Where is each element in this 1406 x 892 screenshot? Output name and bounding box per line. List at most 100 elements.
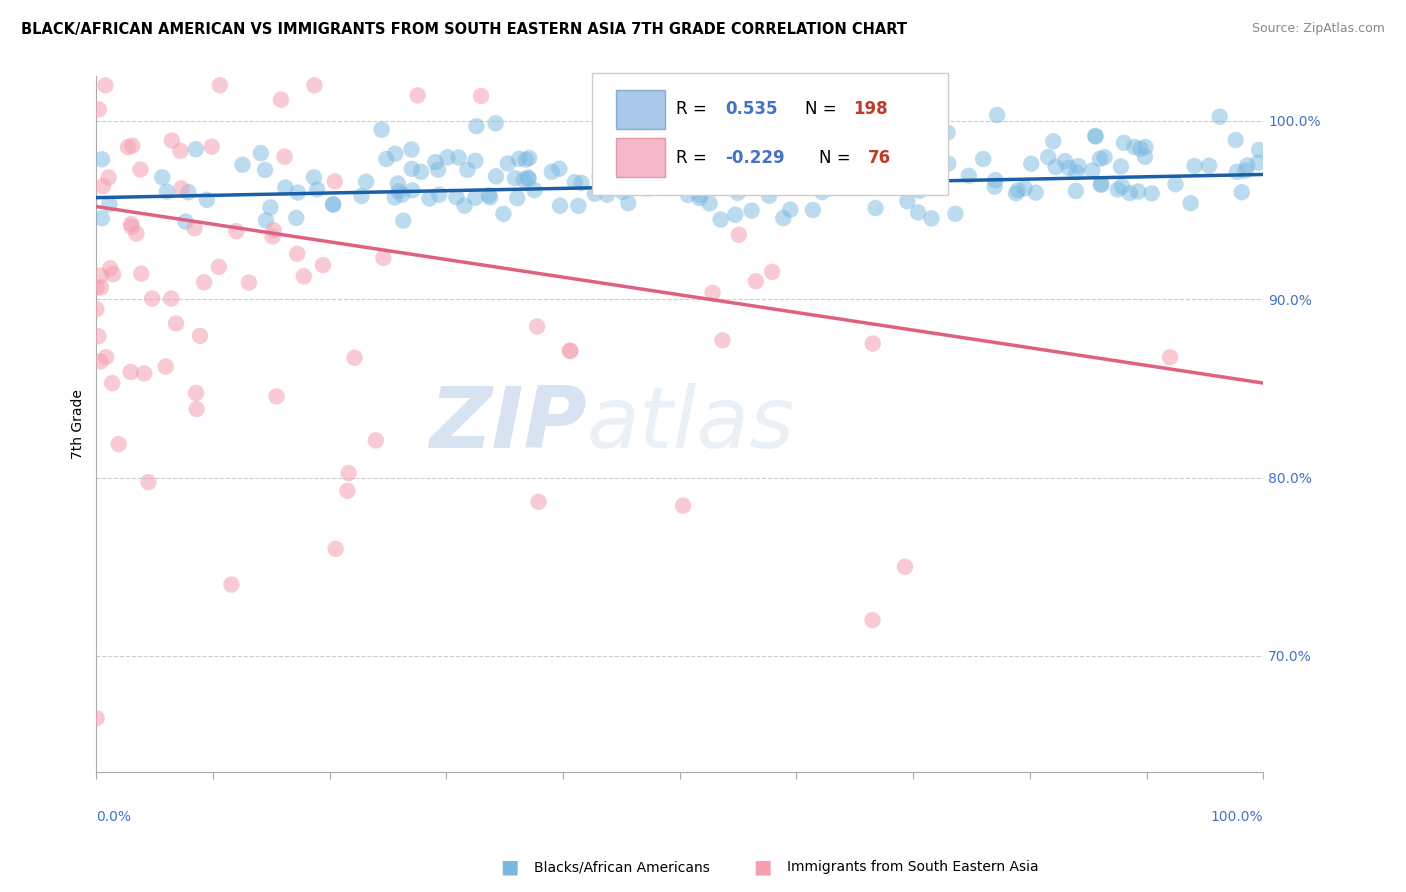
Point [1128,185,1150,199]
Point [1180,196,1202,211]
Point [612,185,634,199]
Point [121,138,143,153]
Point [831,160,853,174]
Point [231,158,253,172]
Point [323,174,346,188]
Point [875,145,897,160]
Point [1067,159,1090,173]
Point [648,132,671,146]
Point [201,139,224,153]
Point [259,200,281,214]
Point [804,162,827,177]
Point [896,194,918,209]
Point [696,159,718,173]
Text: R =: R = [676,100,713,118]
Point [811,185,834,199]
Point [1198,159,1220,173]
Point [689,191,711,205]
Point [588,169,610,184]
Text: 100.0%: 100.0% [1211,810,1263,824]
Text: 0.0%: 0.0% [97,810,131,824]
Point [728,227,751,242]
Point [160,292,183,306]
Point [184,386,207,401]
Point [1054,154,1077,169]
Point [890,153,912,168]
Point [478,188,501,202]
Point [91,179,114,194]
Point [1109,160,1132,174]
Point [842,180,865,194]
Point [464,153,486,168]
Point [880,166,903,180]
Point [98,261,121,276]
Point [427,162,450,177]
Point [1025,186,1047,200]
Text: N =: N = [804,100,842,118]
Point [862,336,884,351]
Point [485,169,508,184]
Point [558,343,581,358]
Point [364,434,387,448]
Point [270,93,292,107]
Point [548,199,571,213]
Point [427,187,450,202]
Point [350,189,373,203]
Point [837,156,859,170]
Point [98,197,121,211]
Point [312,258,335,272]
Point [1112,136,1135,150]
Point [776,133,799,147]
Point [177,185,200,199]
Point [517,172,540,186]
Point [727,131,749,145]
Point [406,88,429,103]
Point [1184,159,1206,173]
Point [682,173,704,187]
Point [983,179,1005,194]
Point [1090,178,1112,192]
Point [761,145,783,160]
Point [1140,186,1163,201]
Point [898,153,921,167]
Point [567,199,589,213]
Point [1119,186,1142,200]
Text: Blacks/African Americans: Blacks/African Americans [534,860,710,874]
Point [862,613,884,627]
Point [1019,157,1042,171]
FancyBboxPatch shape [616,89,665,128]
Point [1064,184,1087,198]
Point [86,281,108,295]
Point [527,495,550,509]
Point [170,181,193,195]
Point [1088,152,1111,166]
Point [1066,165,1088,179]
Point [717,169,740,183]
Point [842,163,865,178]
Point [583,186,606,201]
Point [129,162,152,177]
Text: Immigrants from South Eastern Asia: Immigrants from South Eastern Asia [787,860,1039,874]
Point [336,483,359,498]
Point [184,142,207,156]
Point [101,267,124,281]
Point [354,175,377,189]
Point [418,192,440,206]
Point [456,163,478,178]
Point [225,224,247,238]
Point [508,152,530,166]
Point [392,213,415,227]
Point [375,152,398,166]
Point [617,174,640,188]
Text: ZIP: ZIP [429,383,586,466]
Point [1107,182,1129,196]
Text: BLACK/AFRICAN AMERICAN VS IMMIGRANTS FROM SOUTH EASTERN ASIA 7TH GRADE CORRELATI: BLACK/AFRICAN AMERICAN VS IMMIGRANTS FRO… [21,22,907,37]
Point [307,182,329,196]
Point [856,136,879,151]
Point [914,119,936,133]
Point [253,163,276,178]
Point [373,251,395,265]
Point [87,329,110,343]
Point [322,197,344,211]
Point [186,402,208,417]
